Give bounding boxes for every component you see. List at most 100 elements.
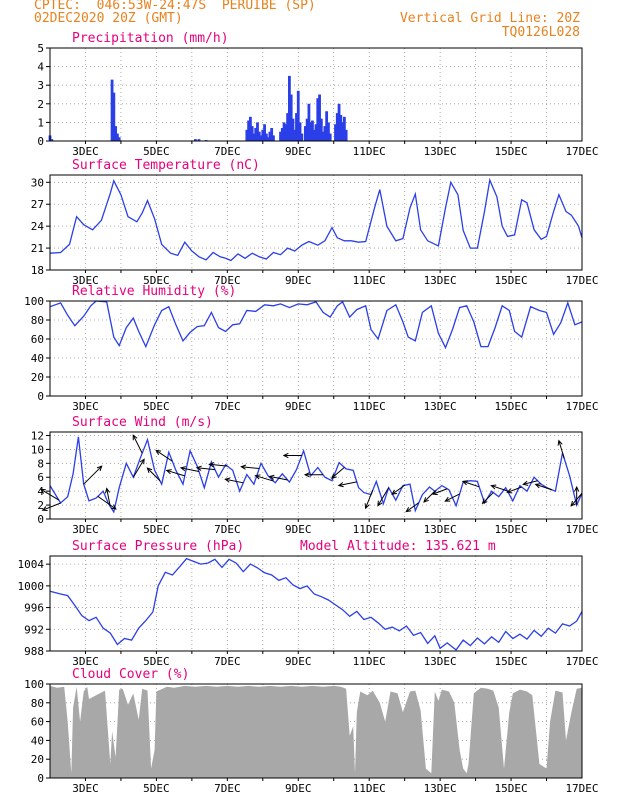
y-tick-label: 40 — [31, 352, 44, 365]
cloud-cover-area — [50, 685, 582, 778]
precipitation-bar — [335, 113, 339, 141]
x-tick-label: 3DEC — [72, 400, 99, 413]
panel-frame — [49, 683, 583, 779]
precipitation-bar — [268, 131, 272, 141]
wind-arrow — [461, 480, 480, 488]
panel-frame — [49, 431, 583, 520]
x-tick-label: 15DEC — [495, 782, 528, 795]
panel-frame — [49, 174, 583, 271]
precipitation-bar — [298, 122, 302, 141]
x-tick-label: 7DEC — [214, 274, 241, 287]
wind-arrow — [534, 483, 553, 491]
y-tick-label: 12 — [31, 429, 44, 442]
y-tick-label: 988 — [24, 645, 44, 658]
x-tick-label: 9DEC — [285, 274, 312, 287]
precipitation-bar — [114, 126, 118, 141]
x-tick-label: 13DEC — [424, 400, 457, 413]
header-model: TQ0126L028 — [501, 25, 580, 40]
y-tick-label: 4 — [37, 485, 44, 498]
precipitation-bar — [339, 114, 343, 141]
precipitation-bar — [259, 135, 263, 141]
header-date: 02DEC2020 20Z (GMT) — [34, 11, 183, 26]
wind-arrow — [195, 465, 215, 471]
wind-arrow — [330, 466, 345, 479]
precipitation-bar — [261, 129, 265, 141]
x-tick-label: 11DEC — [353, 782, 386, 795]
y-tick-label: 4 — [37, 61, 44, 74]
x-tick-label: 7DEC — [214, 400, 241, 413]
x-tick-label: 15DEC — [495, 400, 528, 413]
wind-arrow — [208, 462, 228, 468]
wind-arrow — [364, 490, 374, 510]
precipitation-bar — [110, 79, 114, 141]
wind-arrow — [431, 488, 448, 496]
y-tick-label: 6 — [37, 471, 44, 484]
x-tick-label: 7DEC — [214, 523, 241, 536]
panel-5: 988 992 996 1000 1004 3DEC 5DEC 7DEC 9DEC 11DEC 13… — [18, 539, 599, 668]
x-tick-label: 3DEC — [72, 274, 99, 287]
wind-arrow — [97, 495, 117, 510]
precipitation-bar — [112, 92, 116, 141]
y-tick-label: 60 — [31, 716, 44, 729]
precipitation-bar — [341, 122, 344, 141]
precipitation-bar — [250, 126, 254, 141]
wind-arrow — [405, 502, 420, 513]
x-tick-label: 3DEC — [72, 523, 99, 536]
y-tick-label: 24 — [31, 220, 45, 233]
precipitation-bar — [245, 129, 249, 141]
wind-arrow — [490, 484, 508, 492]
x-tick-label: 11DEC — [353, 274, 386, 287]
x-tick-label: 13DEC — [424, 782, 457, 795]
panel-2: 18 21 24 27 30 3DEC 5DEC 7DEC 9DEC 11DEC 13DEC 15DE… — [31, 158, 599, 287]
precipitation-bar — [307, 103, 311, 141]
precipitation-bar — [319, 118, 323, 141]
y-tick-label: 40 — [31, 734, 44, 747]
y-tick-label: 5 — [37, 42, 44, 55]
y-tick-label: 20 — [31, 753, 44, 766]
precipitation-bar — [325, 111, 329, 141]
wind-arrow — [41, 502, 61, 512]
precipitation-bar — [300, 133, 304, 141]
precipitation-bar — [194, 139, 197, 141]
x-tick-label: 11DEC — [353, 400, 386, 413]
x-tick-label: 13DEC — [424, 655, 457, 668]
wind-arrow — [506, 486, 522, 494]
y-tick-label: 0 — [37, 135, 44, 148]
x-tick-label: 17DEC — [565, 523, 598, 536]
wind-arrow — [268, 474, 288, 481]
precipitation-bar — [327, 122, 330, 141]
x-tick-label: 5DEC — [143, 145, 170, 158]
series-line — [49, 177, 583, 262]
x-tick-label: 17DEC — [565, 782, 598, 795]
wind-arrow — [155, 449, 173, 462]
x-tick-label: 17DEC — [565, 655, 598, 668]
wind-arrow — [481, 492, 494, 505]
x-tick-label: 5DEC — [143, 274, 170, 287]
wind-arrow — [165, 469, 185, 477]
precipitation-bar — [270, 127, 274, 141]
x-tick-label: 3DEC — [72, 145, 99, 158]
x-tick-label: 9DEC — [285, 400, 312, 413]
wind-arrow — [444, 493, 460, 502]
panel-1: 0 1 2 3 4 5 3DEC 5DEC 7DEC 9DEC 11DEC 13DEC 15DEC 17D… — [37, 31, 598, 158]
panel-frame — [49, 555, 583, 652]
x-tick-label: 13DEC — [424, 523, 457, 536]
wind-arrow — [337, 481, 357, 488]
y-tick-label: 60 — [31, 333, 44, 346]
x-tick-label: 11DEC — [353, 655, 386, 668]
wind-arrow — [104, 487, 111, 507]
precipitation-bar — [279, 131, 282, 141]
x-tick-label: 17DEC — [565, 274, 598, 287]
wind-arrow — [557, 439, 565, 459]
wind-arrow — [282, 452, 302, 459]
y-tick-label: 8 — [37, 457, 44, 470]
wind-arrow — [179, 466, 200, 472]
precipitation-bar — [321, 131, 325, 141]
x-tick-label: 9DEC — [285, 145, 312, 158]
wind-arrow — [240, 464, 260, 470]
precipitation-bar — [257, 131, 261, 141]
panel-title: Precipitation (mm/h) — [72, 31, 229, 46]
y-tick-label: 100 — [24, 295, 44, 308]
